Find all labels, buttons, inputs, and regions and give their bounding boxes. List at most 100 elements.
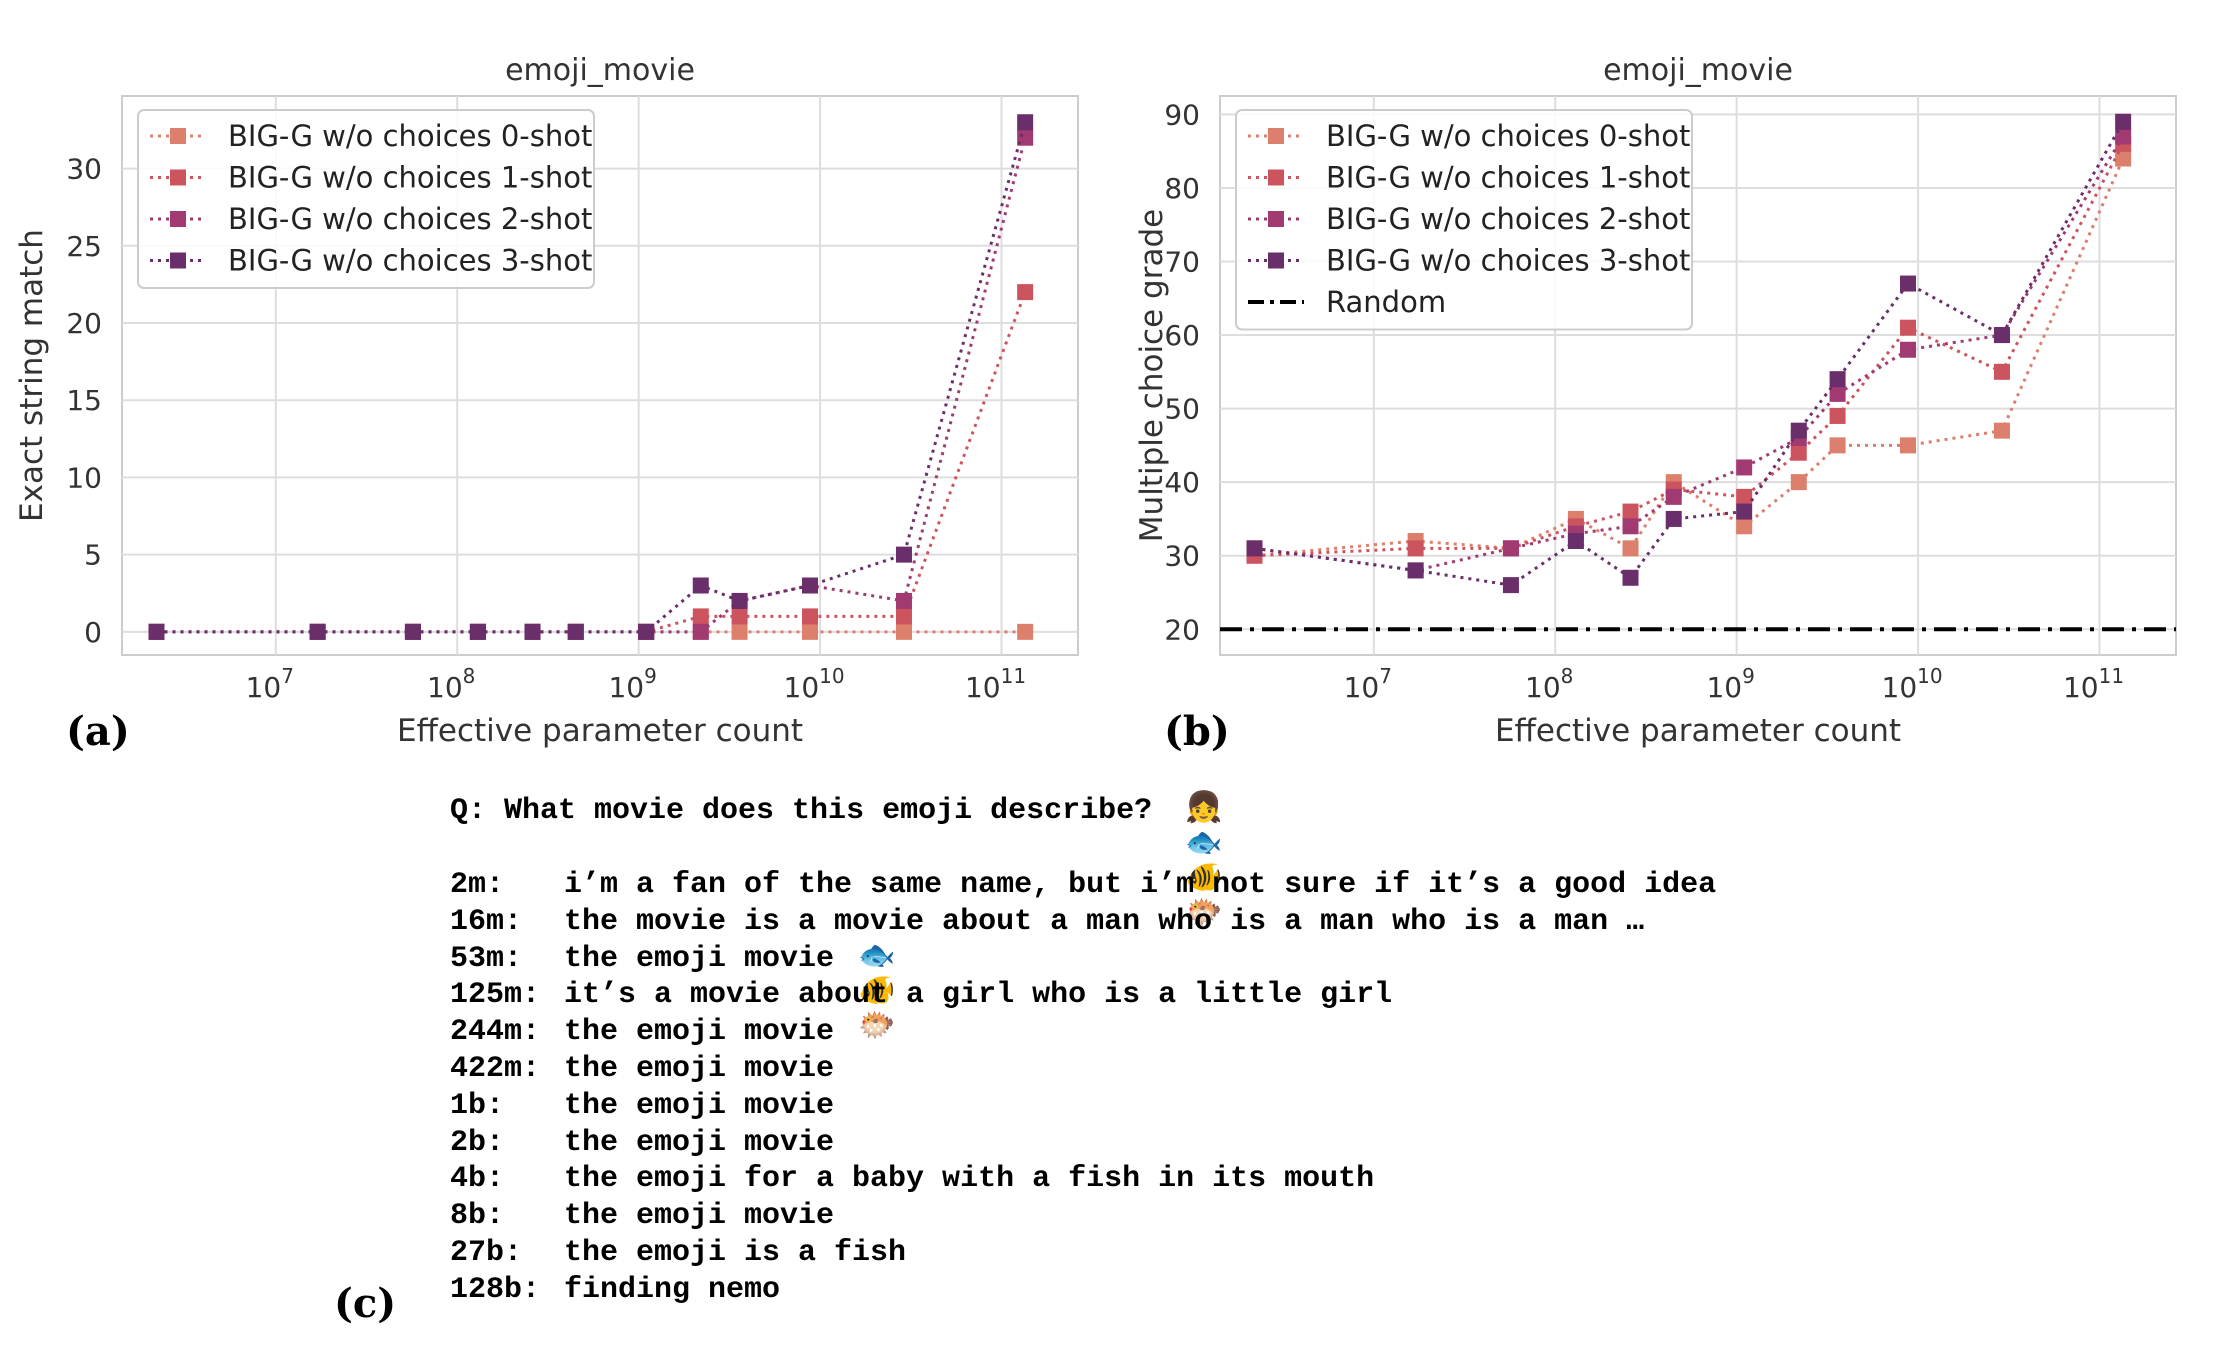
y-tick-label: 20	[66, 307, 102, 340]
legend-marker	[1268, 128, 1284, 144]
answer-text: the emoji movie	[564, 941, 835, 976]
answer-model-size: 4b:	[450, 1162, 505, 1197]
data-point	[1900, 437, 1917, 454]
legend-marker	[170, 252, 186, 269]
answer-model-size: 2m:	[450, 868, 505, 902]
data-point	[1993, 327, 2010, 344]
legend-marker	[170, 211, 186, 227]
data-point	[1993, 422, 2010, 439]
data-point	[802, 623, 819, 640]
x-tick-label: 109	[608, 664, 656, 704]
data-point	[692, 623, 709, 640]
data-point	[1622, 518, 1639, 535]
x-axis-label: Effective parameter count	[1495, 713, 1901, 749]
data-point	[469, 623, 486, 640]
data-point	[1900, 341, 1917, 358]
answer-model-size: 244m:	[450, 1015, 541, 1050]
data-point	[2115, 128, 2132, 145]
y-tick-label: 80	[1164, 172, 1200, 205]
data-point	[1790, 444, 1807, 461]
y-tick-label: 20	[1164, 613, 1200, 646]
data-point	[2115, 113, 2132, 130]
data-point	[404, 623, 421, 640]
data-point	[1900, 275, 1917, 292]
legend-marker	[1268, 252, 1284, 269]
y-axis-label: Multiple choice grade	[1134, 209, 1170, 542]
answer-text: finding nemo	[564, 1272, 781, 1307]
data-point	[692, 577, 709, 594]
data-point	[1736, 459, 1753, 476]
answer-model-size: 16m:	[450, 904, 523, 939]
legend-marker	[170, 169, 186, 186]
panel-label-b: (b)	[1164, 708, 1230, 755]
answer-model-size: 1b:	[450, 1088, 505, 1123]
data-point	[895, 623, 912, 640]
legend-label: BIG-G w/o choices 0-shot	[1326, 119, 1690, 153]
data-point	[1736, 488, 1753, 505]
data-point	[692, 608, 709, 625]
data-point	[1829, 371, 1846, 388]
data-point	[1829, 437, 1846, 454]
answer-model-size: 128b:	[450, 1272, 541, 1307]
data-point	[731, 592, 748, 609]
y-tick-label: 0	[84, 616, 102, 649]
answer-text: the movie is a movie about a man who is …	[564, 904, 1645, 939]
answer-model-size: 2b:	[450, 1125, 505, 1160]
answer-model-size: 8b:	[450, 1199, 505, 1234]
legend-label: BIG-G w/o choices 0-shot	[228, 119, 592, 153]
data-point	[638, 623, 655, 640]
legend: BIG-G w/o choices 0-shot BIG-G w/o choice…	[1235, 109, 1693, 331]
data-point	[1407, 562, 1424, 579]
data-point	[1567, 532, 1584, 549]
x-tick-label: 107	[246, 664, 294, 704]
answer-text: the emoji movie	[564, 1088, 835, 1123]
data-point	[1790, 422, 1807, 439]
data-point	[567, 623, 584, 640]
answer-text: the emoji movie	[564, 1199, 835, 1234]
answer-model-size: 422m:	[450, 1052, 541, 1086]
data-point	[895, 608, 912, 625]
data-point	[1829, 385, 1846, 402]
y-tick-label: 40	[1164, 466, 1200, 499]
data-point	[1246, 540, 1263, 557]
chart-panel-a: 0 5 10 15 20 25 30 107 108 109 1010 1011 emoji_movie…	[14, 53, 1079, 749]
answer-text: it’s a movie about a girl who is a littl…	[564, 978, 1393, 1013]
data-point	[1665, 510, 1682, 527]
data-point	[1622, 569, 1639, 586]
data-point	[1665, 488, 1682, 505]
data-point	[1502, 540, 1519, 557]
data-point	[802, 577, 819, 594]
data-point	[731, 623, 748, 640]
series-line-3	[156, 121, 1027, 634]
x-tick-label: 1010	[784, 664, 845, 704]
legend-label: BIG-G w/o choices 1-shot	[1326, 161, 1690, 195]
series-line-1	[1254, 143, 2125, 558]
x-tick-label: 108	[427, 664, 475, 704]
legend-box	[137, 109, 595, 289]
data-point	[148, 623, 165, 640]
y-tick-label: 5	[84, 539, 102, 572]
series-line-2	[1254, 135, 2125, 572]
data-point	[1017, 114, 1034, 131]
data-point	[1829, 407, 1846, 424]
answer-text: the emoji movie	[564, 1052, 835, 1086]
answer-text: the emoji movie	[564, 1015, 835, 1050]
legend-marker	[1268, 169, 1284, 186]
question-text: Q: What movie does this emoji describe?	[450, 794, 1153, 828]
data-point	[1622, 540, 1639, 557]
legend-label: BIG-G w/o choices 3-shot	[228, 244, 592, 278]
answer-model-size: 125m:	[450, 978, 541, 1013]
data-point	[1736, 518, 1753, 535]
series-line-3	[1254, 121, 2125, 587]
legend-label: BIG-G w/o choices 3-shot	[1326, 244, 1690, 278]
data-point	[1502, 577, 1519, 594]
y-tick-label: 50	[1164, 393, 1200, 426]
x-axis-label: Effective parameter count	[397, 713, 803, 749]
legend-label: BIG-G w/o choices 1-shot	[228, 161, 592, 195]
answer-model-size: 53m:	[450, 941, 523, 976]
question-emoji: 👧🐟🐠🐡	[1185, 790, 1223, 930]
chart-title: emoji_movie	[505, 53, 695, 88]
data-point	[731, 608, 748, 625]
y-axis-label: Exact string match	[14, 229, 50, 522]
y-tick-label: 60	[1164, 319, 1200, 352]
